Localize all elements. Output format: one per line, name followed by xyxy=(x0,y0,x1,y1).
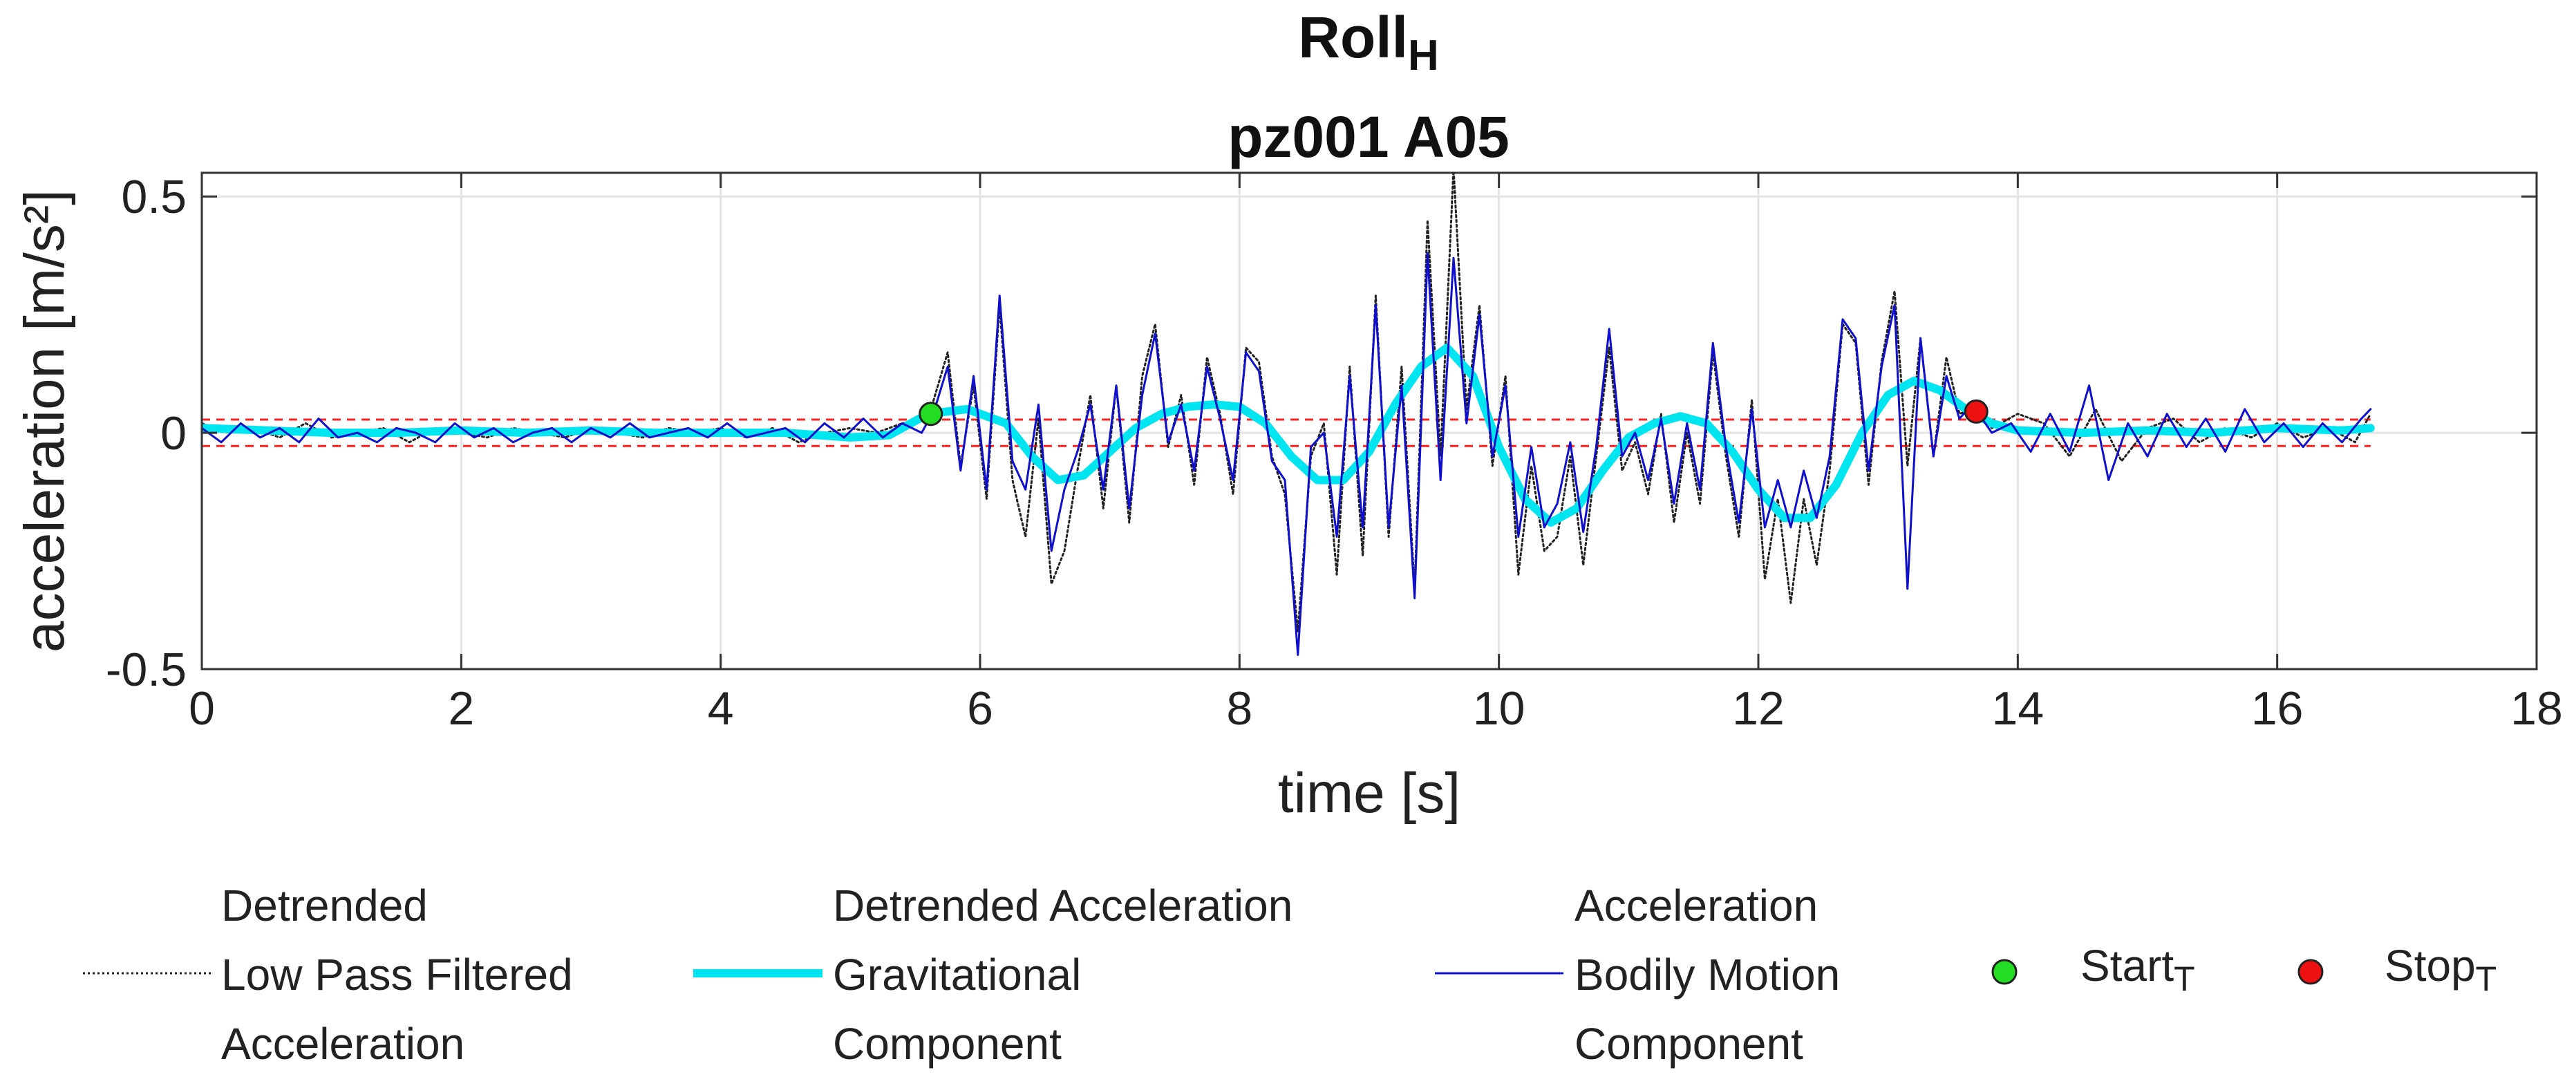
x-tick-label: 16 xyxy=(2251,682,2304,735)
legend-bodily-line3: Component xyxy=(1574,1019,1803,1069)
x-axis-label: time [s] xyxy=(1278,762,1460,825)
chart-subtitle: pz001 A05 xyxy=(1228,104,1510,169)
series-line-2 xyxy=(202,252,2372,656)
legend-start-label: StartT xyxy=(2080,941,2195,998)
y-axis-label: acceleration [m/s²] xyxy=(13,189,76,653)
y-tick-label: 0 xyxy=(160,407,187,460)
axes-box xyxy=(200,171,2538,670)
legend-stop-label: StopT xyxy=(2385,941,2497,998)
chart-title-subscript: H xyxy=(1407,32,1439,79)
x-tick-label: 14 xyxy=(1992,682,2044,735)
legend-lowpass-line1: Detrended xyxy=(221,881,428,930)
x-tick-label: 2 xyxy=(448,682,474,735)
x-tick-label: 6 xyxy=(967,682,993,735)
x-tick-label: 10 xyxy=(1473,682,1525,735)
legend-gravitational-line1: Detrended Acceleration xyxy=(833,881,1293,930)
x-tick-label: 18 xyxy=(2510,682,2563,735)
legend-bodily-line2: Bodily Motion xyxy=(1574,950,1841,1000)
marker-stop-t xyxy=(1964,399,1989,424)
chart-title: RollH xyxy=(0,4,2576,80)
chart-title-text: Roll xyxy=(1298,5,1408,70)
x-tick-label: 4 xyxy=(708,682,734,735)
marker-start-t xyxy=(919,402,943,426)
legend-gravitational-line2: Gravitational xyxy=(833,950,1082,1000)
y-tick-label: 0.5 xyxy=(121,171,187,223)
series-line-0 xyxy=(202,173,2372,632)
legend-bodily-line1: Acceleration xyxy=(1574,881,1818,930)
y-tick-label: -0.5 xyxy=(106,644,187,696)
legend-lowpass-line2: Low Pass Filtered xyxy=(221,950,573,1000)
series-group xyxy=(202,173,2375,656)
legend-gravitational-line3: Component xyxy=(833,1019,1062,1069)
legend-lowpass-line3: Acceleration xyxy=(221,1019,465,1069)
x-tick-label: 8 xyxy=(1226,682,1252,735)
x-tick-label: 12 xyxy=(1732,682,1785,735)
x-tick-label: 0 xyxy=(189,682,215,735)
